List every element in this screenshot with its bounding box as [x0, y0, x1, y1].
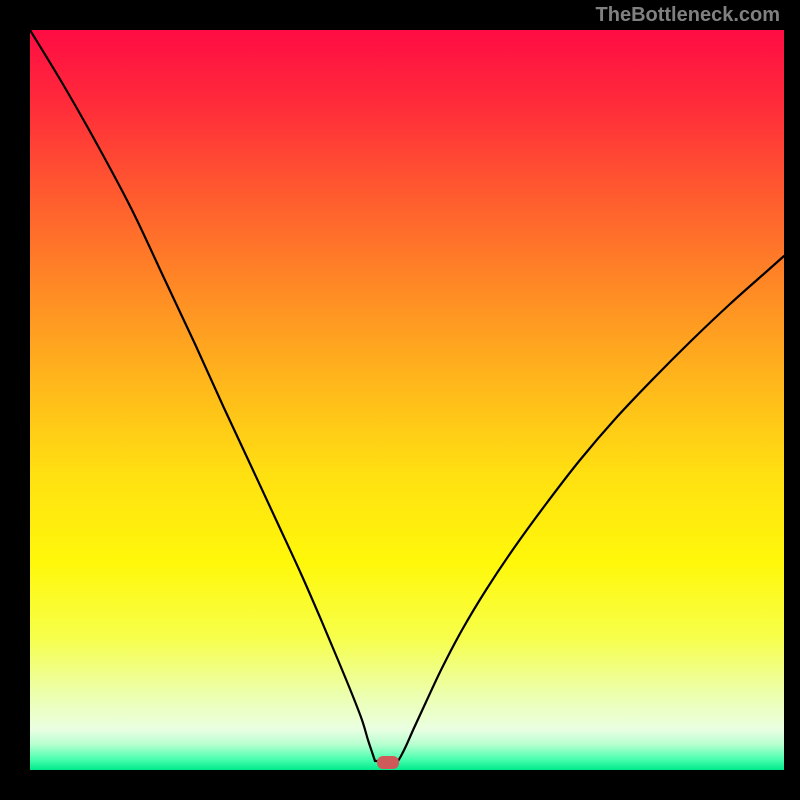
curve-left — [30, 30, 375, 761]
watermark-text: TheBottleneck.com — [596, 4, 780, 27]
bottleneck-curve — [0, 0, 800, 800]
optimal-point-marker — [377, 756, 399, 769]
curve-right — [398, 256, 784, 761]
